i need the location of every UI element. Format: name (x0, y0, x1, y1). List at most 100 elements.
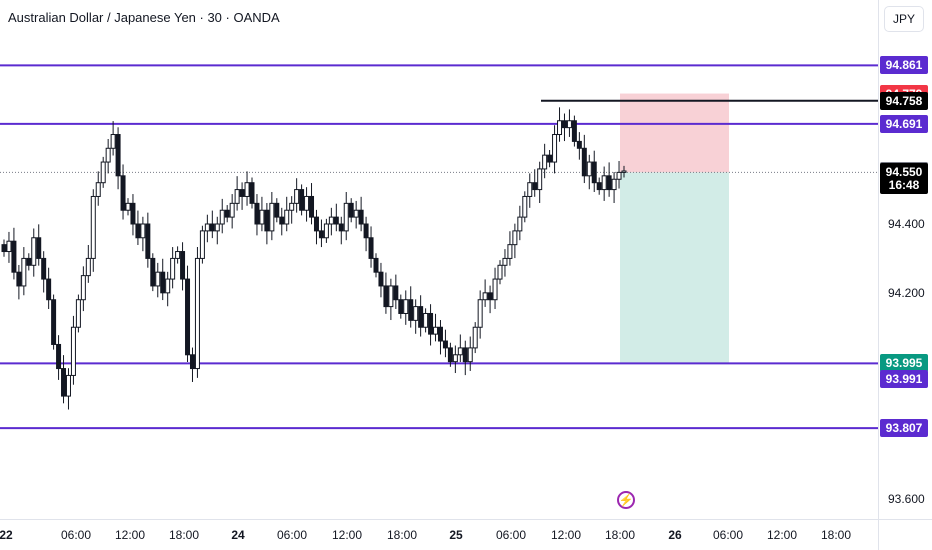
candle-body (542, 154, 548, 170)
candle-body (452, 354, 458, 363)
time-tick-label: 24 (231, 528, 245, 542)
time-tick-label: 26 (668, 528, 682, 542)
candle-body (284, 209, 290, 225)
candle-body (472, 326, 478, 349)
candle-body (467, 347, 473, 363)
candle-body (204, 223, 210, 232)
candle-body (120, 175, 126, 211)
candle-body (160, 271, 166, 294)
candle-body (482, 292, 488, 301)
time-tick-label: 22 (0, 528, 13, 542)
candle-body (244, 182, 250, 197)
candle-body (547, 154, 553, 163)
time-tick-label: 06:00 (495, 528, 527, 542)
lightning-icon[interactable]: ⚡ (617, 491, 635, 509)
time-tick-label: 12:00 (331, 528, 363, 542)
candle-body (581, 147, 587, 177)
candle-body (403, 299, 409, 314)
take-profit-zone (620, 172, 729, 364)
candle-body (621, 170, 627, 173)
time-tick-label: 06:00 (276, 528, 308, 542)
candle-body (51, 299, 57, 345)
candle-body (596, 182, 602, 191)
price-tick-label: 93.600 (888, 492, 925, 507)
candle-body (418, 306, 424, 328)
candle-body (16, 271, 22, 287)
candle-body (294, 189, 300, 204)
candle-body (313, 216, 319, 232)
time-tick-label: 25 (449, 528, 463, 542)
candle-body (571, 120, 577, 142)
candle-body (135, 223, 141, 239)
time-tick-label: 18:00 (168, 528, 200, 542)
price-label-badge: 93.991 (880, 370, 928, 389)
candle-body (229, 202, 235, 218)
candle-body (65, 374, 71, 397)
candle-body (145, 223, 151, 259)
price-label-badge: 16:48 (880, 176, 928, 195)
candle-body (150, 257, 156, 287)
price-label-badge: 93.995 (880, 354, 928, 373)
candle-body (26, 257, 32, 266)
candle-body (457, 347, 463, 356)
candle-body (348, 202, 354, 218)
candle-body (611, 178, 617, 191)
candle-body (437, 326, 443, 342)
price-tick-label: 94.400 (888, 217, 925, 231)
candle-body (616, 171, 622, 180)
candle-body (378, 271, 384, 287)
candle-body (527, 182, 533, 197)
chart-title: Australian Dollar / Japanese Yen · 30 · … (8, 10, 280, 25)
candle-body (591, 161, 597, 184)
candle-body (165, 278, 171, 294)
candle-body (606, 175, 612, 191)
candle-body (363, 223, 369, 239)
candle-body (373, 257, 379, 273)
candle-body (408, 299, 414, 321)
candle-body (358, 209, 364, 225)
stop-loss-zone (620, 93, 729, 173)
candle-body (517, 216, 523, 232)
candle-body (423, 312, 429, 328)
time-tick-label: 06:00 (712, 528, 744, 542)
candle-body (537, 168, 543, 191)
time-tick-label: 18:00 (604, 528, 636, 542)
candle-body (442, 340, 448, 349)
candle-body (566, 120, 572, 129)
candle-body (209, 223, 215, 232)
candle-body (219, 209, 225, 225)
position-zones (0, 93, 878, 364)
candle-body (274, 202, 280, 218)
candle-body (80, 275, 86, 301)
candle-body (41, 257, 47, 280)
candle-body (185, 278, 191, 356)
candle-body (333, 216, 339, 225)
candle-body (85, 257, 91, 277)
candle-body (586, 161, 592, 177)
candle-body (512, 230, 518, 246)
candle-body (100, 161, 106, 184)
candle-body (11, 240, 17, 273)
candle-body (75, 299, 81, 328)
price-tick-label: 94.200 (888, 285, 925, 300)
candle-body (492, 278, 498, 301)
candle-body (170, 257, 176, 280)
candle-body (269, 202, 275, 232)
candle-body (189, 354, 195, 370)
candle-body (140, 223, 146, 239)
price-label-badge: 94.691 (880, 114, 928, 133)
candle-body (343, 202, 349, 232)
candle-body (90, 195, 96, 259)
currency-button[interactable]: JPY (884, 6, 924, 32)
candle-body (576, 140, 582, 149)
candle-body (155, 271, 161, 287)
price-label-badge: 94.861 (880, 56, 928, 75)
candle-body (70, 326, 76, 376)
candle-body (224, 209, 230, 218)
candle-body (199, 230, 205, 259)
candle-body (318, 230, 324, 239)
candle-body (328, 216, 334, 225)
candle-body (289, 202, 295, 211)
candle-body (214, 223, 220, 232)
